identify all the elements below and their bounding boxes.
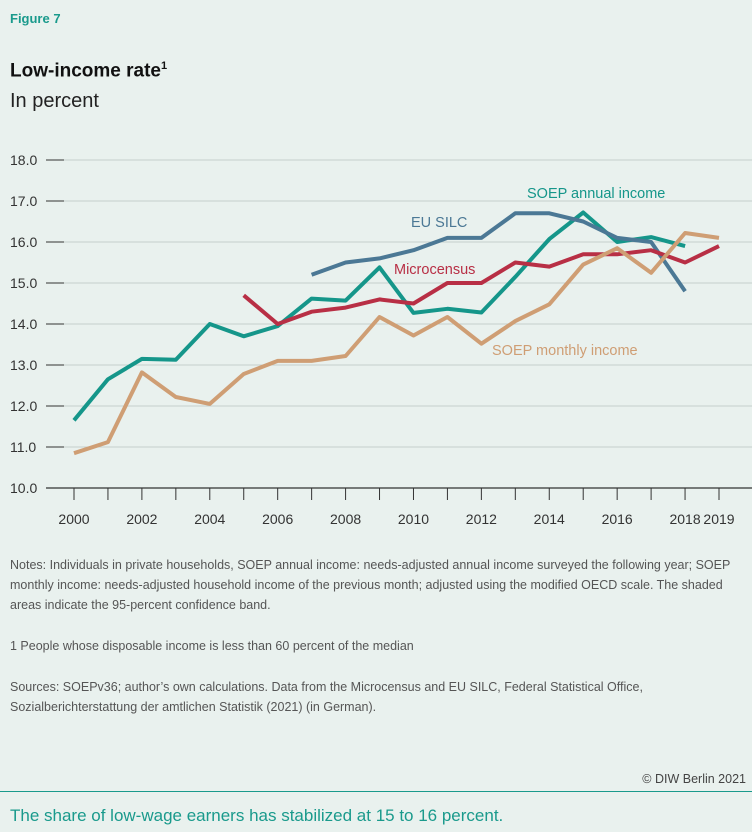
annotation-soep-annual-income: SOEP annual income [527,186,665,202]
x-tick-label: 2012 [466,511,497,527]
x-tick-label: 2000 [58,511,89,527]
title-text: Low-income rate [10,60,161,82]
x-tick-label: 2014 [534,511,565,527]
takeaway-text: The share of low-wage earners has stabil… [10,806,504,825]
annotation-soep-monthly-income: SOEP monthly income [492,343,638,359]
chart-footnote: 1 People whose disposable income is less… [10,639,414,653]
x-tick-label: 2016 [602,511,633,527]
x-tick-label: 2010 [398,511,429,527]
y-tick-label: 14.0 [10,316,37,332]
series-line-soep-annual-income [72,210,686,422]
line-chart: 10.0 11.0 12.0 13.0 14.0 15.0 16.0 17.0 18.0 2000… [10,152,752,527]
series-line-microcensus [242,244,720,326]
y-tick-label: 15.0 [10,275,37,291]
chart-sources: Sources: SOEPv36; author’s own calculati… [10,680,643,714]
annotation-eu-silc: EU SILC [411,215,467,231]
y-tick-label: 12.0 [10,398,37,414]
x-tick-label: 2018 [669,511,700,527]
y-tick-label: 18.0 [10,152,37,168]
chart-title: Low-income rate1 [10,60,167,82]
x-tick-label: 2004 [194,511,225,527]
y-tick-label: 11.0 [10,439,36,455]
series-line-soep-monthly-income [73,231,720,456]
series-line-eu-silc [310,211,687,293]
title-footnote-marker: 1 [160,60,168,72]
y-tick-label: 13.0 [10,357,37,373]
divider [0,791,752,792]
x-tick-label: 2006 [262,511,293,527]
x-tick-label: 2019 [703,511,734,527]
y-tick-label: 17.0 [10,193,37,209]
y-tick-label: 16.0 [10,234,37,250]
annotation-microcensus: Microcensus [394,262,475,278]
x-tick-label: 2002 [126,511,157,527]
chart-subtitle: In percent [10,90,99,112]
y-tick-label: 10.0 [10,480,37,496]
x-tick-label: 2008 [330,511,361,527]
chart-notes: Notes: Individuals in private households… [10,558,731,612]
copyright: © DIW Berlin 2021 [642,772,746,786]
figure-label: Figure 7 [10,11,61,26]
